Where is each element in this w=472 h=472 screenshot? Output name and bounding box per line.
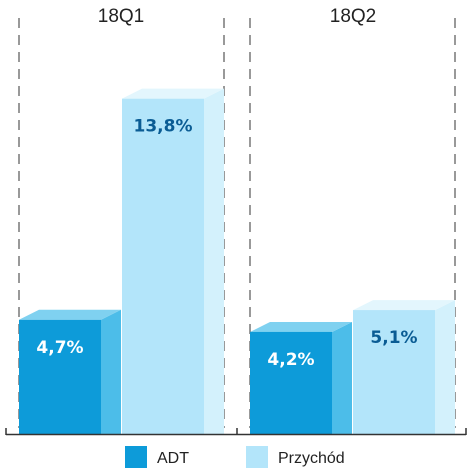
bar-label-przych-d-18q2: 5,1%	[370, 328, 417, 348]
legend-label-przych-d: Przychód	[278, 450, 345, 467]
bar-label-przych-d-18q1: 13,8%	[134, 117, 193, 137]
bar-side-adt-18q1	[101, 309, 121, 434]
bar-przych-d-18q2	[353, 310, 435, 434]
group-title-18q2: 18Q2	[330, 6, 376, 27]
bar-top-przych-d-18q2	[353, 300, 455, 311]
bar-label-adt-18q2: 4,2%	[267, 350, 314, 370]
bar-top-przych-d-18q1	[122, 88, 224, 99]
bar-side-przych-d-18q2	[435, 300, 455, 434]
bar-side-przych-d-18q1	[204, 88, 224, 434]
legend-swatch-przych-d	[246, 446, 268, 468]
bar-side-adt-18q2	[332, 321, 352, 434]
bar-top-adt-18q2	[250, 321, 352, 332]
bar-adt-18q1	[19, 319, 101, 434]
bar-top-adt-18q1	[19, 309, 121, 320]
legend-label-adt: ADT	[157, 450, 189, 467]
group-title-18q1: 18Q1	[98, 6, 144, 27]
bar-przych-d-18q1	[122, 98, 204, 434]
bar-adt-18q2	[250, 331, 332, 434]
legend-swatch-adt	[125, 446, 147, 468]
bar-label-adt-18q1: 4,7%	[36, 338, 83, 358]
